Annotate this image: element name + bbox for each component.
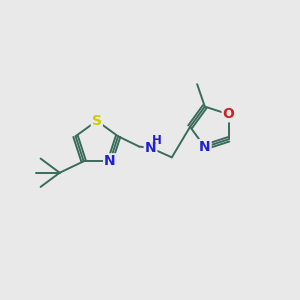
Text: N: N xyxy=(104,154,116,168)
Text: H: H xyxy=(152,134,161,147)
Text: O: O xyxy=(223,107,235,121)
Text: S: S xyxy=(92,114,102,128)
Text: N: N xyxy=(145,141,156,155)
Text: N: N xyxy=(199,140,211,154)
